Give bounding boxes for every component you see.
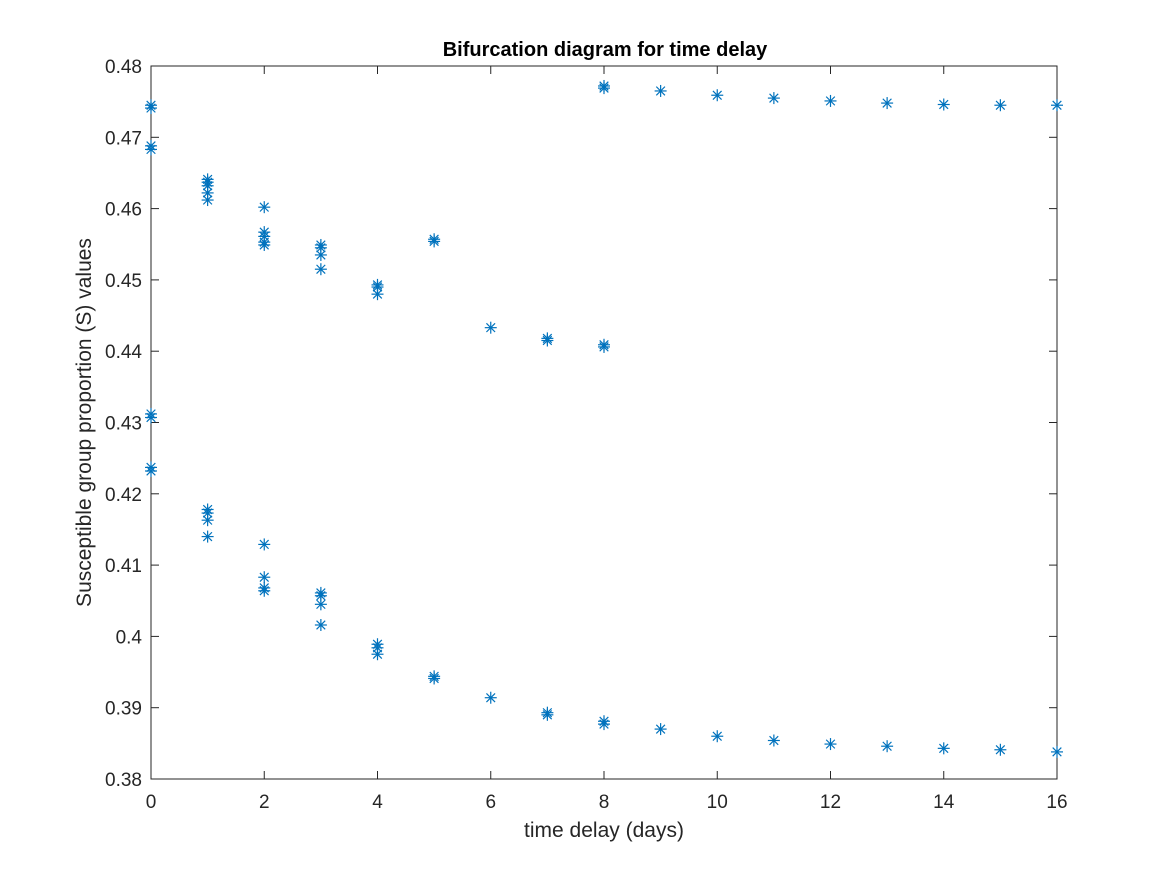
x-tick-label: 8 xyxy=(599,792,610,813)
data-point xyxy=(258,538,271,551)
y-tick-label: 0.41 xyxy=(105,556,142,577)
data-point xyxy=(258,584,271,597)
x-tick-label: 2 xyxy=(259,792,270,813)
data-point xyxy=(711,89,724,102)
x-tick-label: 6 xyxy=(485,792,496,813)
axis-ticks xyxy=(150,65,1058,780)
y-tick-label: 0.48 xyxy=(105,57,142,78)
data-point xyxy=(881,97,894,110)
y-axis-label: Susceptible group proportion (S) values xyxy=(73,238,96,607)
data-point xyxy=(1051,99,1063,112)
y-tick-label: 0.46 xyxy=(105,200,142,221)
data-point xyxy=(371,288,384,301)
x-tick-label: 4 xyxy=(372,792,383,813)
data-point xyxy=(314,598,327,611)
data-point xyxy=(258,571,271,584)
y-tick-label: 0.38 xyxy=(105,770,142,791)
data-point xyxy=(145,411,157,424)
data-point xyxy=(541,708,554,721)
data-point xyxy=(767,734,780,747)
data-points xyxy=(145,79,1063,758)
y-tick-label: 0.44 xyxy=(105,342,142,363)
chart-title: Bifurcation diagram for time delay xyxy=(443,39,768,61)
data-point xyxy=(314,263,327,276)
data-point xyxy=(201,194,214,207)
data-point xyxy=(937,742,950,755)
data-point xyxy=(824,94,837,107)
y-tick-label: 0.4 xyxy=(116,627,143,648)
x-tick-label: 14 xyxy=(933,792,955,813)
y-tick-label: 0.47 xyxy=(105,128,142,149)
data-point xyxy=(145,143,157,156)
data-point xyxy=(314,248,327,261)
data-point xyxy=(428,235,441,248)
data-point xyxy=(598,340,610,353)
data-point xyxy=(258,238,271,251)
data-point xyxy=(598,718,610,731)
data-point xyxy=(145,464,157,477)
data-point xyxy=(937,98,950,111)
x-tick-label: 0 xyxy=(146,792,157,813)
x-tick-label: 12 xyxy=(820,792,841,813)
data-point xyxy=(201,514,214,527)
y-tick-label: 0.43 xyxy=(105,414,142,435)
x-axis-tick-labels: 0 2 4 6 8 10 12 14 16 xyxy=(146,792,1068,813)
x-tick-label: 16 xyxy=(1046,792,1067,813)
data-point xyxy=(541,334,554,347)
data-point xyxy=(258,201,271,214)
data-point xyxy=(711,730,724,743)
data-point xyxy=(371,648,384,661)
y-tick-label: 0.39 xyxy=(105,699,142,720)
data-point xyxy=(314,618,327,631)
y-tick-label: 0.45 xyxy=(105,271,142,292)
data-point xyxy=(371,281,384,294)
data-point xyxy=(994,99,1007,112)
y-axis-tick-labels: 0.38 0.39 0.4 0.41 0.42 0.43 0.44 0.45 0.46 0.47 0… xyxy=(105,57,142,791)
data-point xyxy=(767,92,780,105)
data-point xyxy=(881,740,894,753)
data-point xyxy=(428,672,441,685)
data-point xyxy=(201,530,214,543)
plot-area xyxy=(150,65,1058,780)
data-point xyxy=(994,743,1007,756)
data-point xyxy=(654,723,667,736)
data-point xyxy=(484,321,497,334)
x-axis-label: time delay (days) xyxy=(524,819,684,842)
data-point xyxy=(201,186,214,199)
data-point xyxy=(201,179,214,192)
data-point xyxy=(654,84,667,97)
data-point xyxy=(484,691,497,704)
x-tick-label: 10 xyxy=(707,792,728,813)
y-tick-label: 0.42 xyxy=(105,485,142,506)
data-point xyxy=(1051,745,1063,758)
data-point xyxy=(145,102,157,115)
data-point xyxy=(824,738,837,751)
data-point xyxy=(598,82,610,95)
